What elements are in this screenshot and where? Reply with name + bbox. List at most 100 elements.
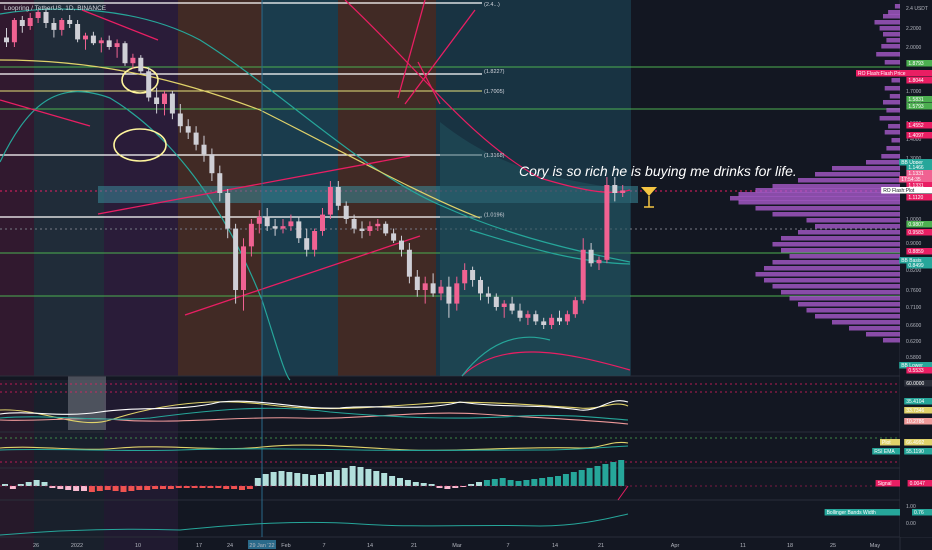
volume-bar bbox=[832, 320, 900, 325]
candle-body bbox=[375, 223, 381, 227]
candle-body bbox=[517, 310, 523, 318]
candle-body bbox=[612, 185, 618, 193]
macd-bar bbox=[136, 486, 143, 490]
macd-bar bbox=[428, 484, 435, 486]
volume-bar bbox=[755, 272, 900, 277]
zone-1 bbox=[0, 0, 34, 376]
macd-bar bbox=[389, 476, 396, 486]
volume-bar bbox=[806, 218, 900, 223]
volume-bar bbox=[772, 212, 900, 217]
indicator-badge-text: 35.4104 bbox=[906, 399, 924, 405]
time-tick-label: 25 bbox=[830, 543, 836, 549]
trend-line-4 bbox=[184, 235, 421, 316]
candle-body bbox=[154, 97, 160, 104]
price-badge bbox=[906, 248, 932, 255]
volume-bar bbox=[889, 94, 900, 99]
price-badge bbox=[906, 103, 932, 110]
price-badge-text: 1.5793 bbox=[908, 104, 924, 110]
macd-bar bbox=[404, 480, 411, 486]
volume-bar bbox=[879, 116, 900, 121]
price-badge bbox=[906, 132, 932, 139]
indicator-badge bbox=[875, 480, 900, 487]
price-badge-text: 0.9807 bbox=[908, 222, 924, 228]
price-tick-label: 1.4000 bbox=[906, 137, 922, 143]
price-badge bbox=[906, 60, 932, 67]
volume-bar bbox=[884, 60, 900, 65]
volume-profile bbox=[730, 4, 900, 343]
macd-bar bbox=[128, 486, 135, 491]
macd-bar bbox=[104, 486, 111, 490]
candle-body bbox=[162, 93, 167, 104]
price-badge-text: 1.4097 bbox=[908, 133, 924, 139]
indicator-badge-text: Signal bbox=[878, 481, 892, 487]
volume-bar bbox=[881, 44, 900, 49]
time-tick-label: 17 bbox=[196, 543, 202, 549]
macd-bar bbox=[381, 473, 388, 486]
price-tick-label: 0.7600 bbox=[906, 288, 922, 294]
candle-body bbox=[4, 37, 9, 43]
indicator-badge-text: RSI EMA bbox=[874, 449, 895, 455]
volume-bar bbox=[866, 160, 900, 165]
candle-body bbox=[414, 276, 420, 290]
macd-bar bbox=[239, 486, 245, 490]
volume-bar bbox=[891, 138, 900, 143]
macd-bar bbox=[515, 481, 522, 486]
time-tick-label: 11 bbox=[740, 543, 746, 549]
price-badge-text: 0.9583 bbox=[908, 230, 924, 236]
candle-body bbox=[335, 187, 341, 206]
candle-body bbox=[241, 246, 246, 290]
candle-body bbox=[130, 57, 136, 64]
candle-body bbox=[75, 24, 81, 40]
macd-bar bbox=[88, 486, 95, 492]
macd-histogram bbox=[0, 460, 900, 492]
indicator-badge-text: Bollinger Bands Width bbox=[827, 510, 876, 516]
price-tick-label: 2.2000 bbox=[906, 26, 922, 32]
indicator-badge bbox=[872, 448, 900, 455]
macd-bar bbox=[81, 486, 87, 491]
price-badge-text: RO Flash:Plot bbox=[883, 188, 915, 194]
macd-bar bbox=[397, 478, 403, 486]
indicator-badge-text: 66.4992 bbox=[906, 440, 924, 446]
zone-2 bbox=[34, 0, 104, 376]
volume-bar bbox=[886, 108, 900, 113]
candle-body bbox=[288, 221, 294, 227]
volume-bar bbox=[884, 130, 900, 135]
candle-body bbox=[248, 223, 254, 247]
volume-bar bbox=[798, 178, 900, 183]
dmi-panel bbox=[0, 383, 900, 425]
macd-bar bbox=[310, 475, 317, 486]
price-badge bbox=[906, 96, 932, 103]
candle-body bbox=[596, 259, 602, 264]
volume-bar bbox=[832, 166, 900, 171]
indicator-badge bbox=[904, 380, 932, 387]
time-tick-label: 21 bbox=[598, 543, 604, 549]
bb-basis-line bbox=[469, 229, 631, 265]
time-axis[interactable]: 26 2022 10 17 24 29 Jan '22 Feb 7 14 21 Mar 7 14 21 Ap… bbox=[33, 540, 881, 549]
volume-bar bbox=[879, 26, 900, 31]
volume-bar bbox=[894, 4, 900, 9]
price-tick-label: 0.5800 bbox=[906, 355, 922, 361]
price-badge-text: 0.5533 bbox=[908, 368, 924, 374]
volume-bar bbox=[874, 20, 900, 25]
macd-bar bbox=[262, 474, 269, 486]
time-tick-label: 14 bbox=[367, 543, 373, 549]
candle-body bbox=[280, 226, 286, 229]
volume-bar bbox=[738, 192, 900, 197]
volume-bar bbox=[772, 242, 900, 247]
volume-bar bbox=[789, 254, 900, 259]
macd-bar bbox=[365, 469, 372, 486]
indicator-badge-text: 0.76 bbox=[914, 510, 924, 516]
price-badge bbox=[899, 159, 932, 166]
candle-body bbox=[233, 228, 239, 290]
candle-body bbox=[272, 226, 278, 229]
volume-bar bbox=[772, 284, 900, 289]
volume-bar bbox=[849, 326, 900, 331]
macd-bar bbox=[602, 464, 609, 486]
macd-bar bbox=[562, 474, 569, 486]
macd-bar bbox=[231, 486, 238, 489]
macd-bar bbox=[318, 474, 324, 486]
indicator-badge bbox=[904, 418, 932, 425]
zone-3-lower bbox=[104, 380, 178, 550]
